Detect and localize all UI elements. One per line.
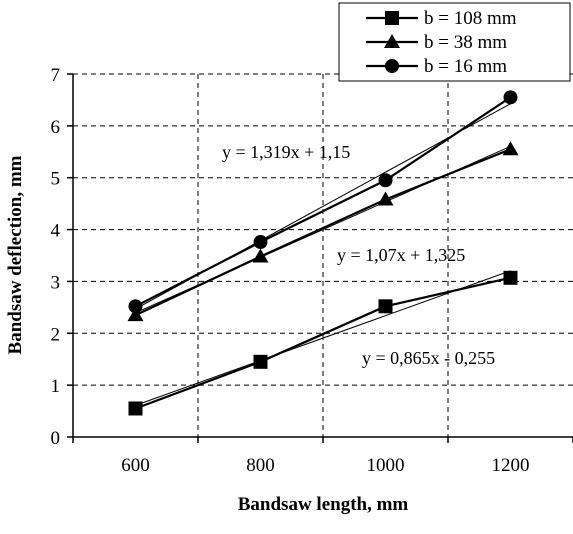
legend: b = 108 mm b = 38 mm b = 16 mm	[338, 2, 571, 82]
y-tick-label: 4	[51, 221, 61, 242]
data-point-b-16-mm	[378, 173, 393, 188]
y-tick-label: 0	[51, 428, 61, 449]
x-tick-label: 1200	[492, 455, 530, 476]
data-point-b-38-mm	[127, 307, 144, 322]
legend-marker-b-108-mm	[385, 11, 399, 25]
series-line-b-16-mm	[134, 96, 512, 308]
legend-marker-b-16-mm	[385, 59, 399, 73]
legend-label-b-108-mm: b = 108 mm	[424, 8, 517, 29]
trend-label-b108: y = 0,865x - 0,255	[362, 348, 495, 368]
data-point-b-108-mm	[378, 299, 393, 314]
series-line-b-38-mm	[135, 148, 511, 317]
trend-label-b38: y = 1,07x + 1,325	[337, 245, 465, 265]
y-tick-label: 7	[51, 65, 61, 86]
data-point-b-38-mm	[377, 191, 394, 206]
series-line-b-108-mm	[135, 276, 511, 410]
trend-annotations: y = 1,319x + 1,15 y = 1,07x + 1,325 y = …	[222, 142, 495, 368]
data-point-b-16-mm	[253, 235, 268, 250]
x-tick-label: 600	[121, 455, 150, 476]
legend-marker-b-38-mm	[384, 34, 400, 48]
y-tick-label: 6	[51, 117, 61, 138]
data-point-b-108-mm	[503, 270, 518, 285]
legend-label-b-16-mm: b = 16 mm	[424, 56, 507, 77]
y-tick-label: 2	[51, 324, 61, 345]
x-tick-label: 800	[246, 455, 275, 476]
y-tick-label: 5	[51, 169, 61, 190]
y-axis-title: Bandsaw deflection, mm	[5, 155, 26, 354]
y-tick-label: 3	[51, 272, 61, 293]
trend-line-b-108-mm	[135, 270, 511, 406]
legend-label-b-38-mm: b = 38 mm	[424, 32, 507, 53]
trend-label-b16: y = 1,319x + 1,15	[222, 142, 350, 162]
data-point-b-108-mm	[253, 354, 268, 369]
data-point-b-38-mm	[252, 248, 269, 263]
x-axis-title: Bandsaw length, mm	[238, 494, 409, 515]
y-ticks: 0 1 2 3 4 5 6 7	[51, 65, 73, 449]
y-tick-label: 1	[51, 376, 61, 397]
grid-lines	[73, 73, 573, 437]
series-group	[127, 90, 519, 416]
data-point-b-108-mm	[128, 401, 143, 416]
data-point-b-16-mm	[503, 90, 518, 105]
x-ticks: 600 800 1000 1200	[72, 437, 573, 476]
data-point-b-16-mm	[128, 299, 143, 314]
x-tick-label: 1000	[367, 455, 405, 476]
data-point-b-38-mm	[502, 141, 519, 156]
